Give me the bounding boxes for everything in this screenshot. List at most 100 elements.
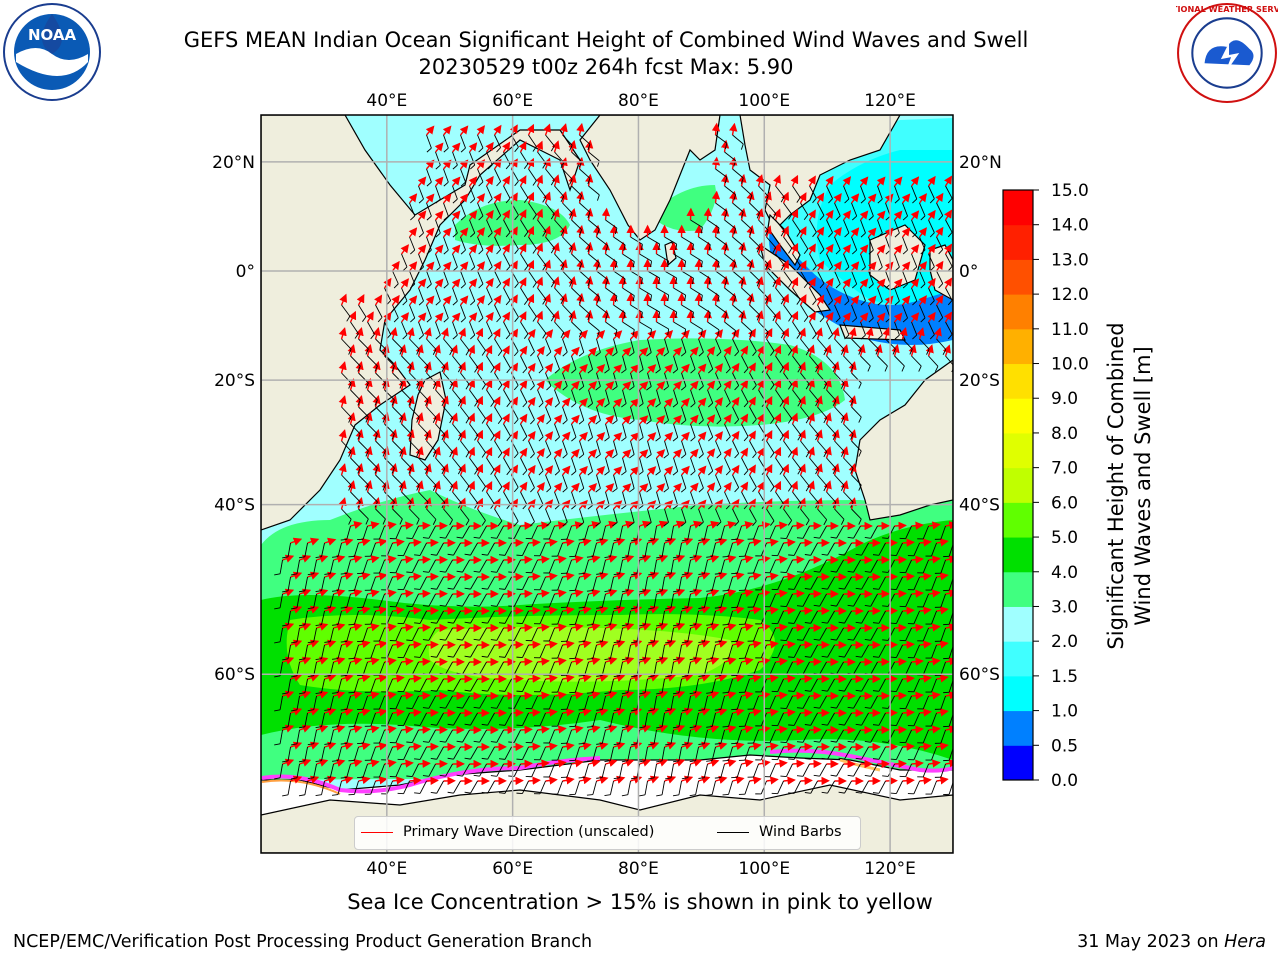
wave-arrow xyxy=(392,538,405,547)
wind-barb-flag xyxy=(414,656,421,658)
wave-arrow xyxy=(697,431,707,442)
colorbar-level-label: 10.0 xyxy=(1051,355,1089,375)
wave-arrow xyxy=(698,605,711,614)
wave-arrow xyxy=(731,464,740,476)
wave-arrow xyxy=(401,691,414,700)
wave-arrow xyxy=(954,609,965,611)
wave-arrow xyxy=(707,690,720,699)
wave-arrow xyxy=(781,361,790,374)
wave-arrow xyxy=(535,174,543,187)
wave-arrow xyxy=(781,225,789,238)
wave-arrow xyxy=(749,742,762,751)
wave-arrow xyxy=(664,330,674,340)
wave-arrow xyxy=(409,640,422,649)
wave-arrow xyxy=(451,176,461,187)
wave-arrow xyxy=(724,656,737,666)
wave-arrow xyxy=(622,449,632,459)
wave-arrow xyxy=(501,345,510,357)
lon-tick-bottom: 100°E xyxy=(738,859,790,879)
wave-arrow xyxy=(831,395,840,408)
wave-arrow xyxy=(833,226,842,238)
wave-arrow xyxy=(783,538,796,547)
wind-barb-flag xyxy=(578,572,585,575)
wave-arrow xyxy=(773,480,782,493)
wave-arrow xyxy=(358,742,371,751)
wave-arrow xyxy=(609,224,619,238)
wave-arrow xyxy=(792,759,805,768)
wave-arrow xyxy=(588,656,601,666)
wave-arrow xyxy=(364,446,373,459)
wave-arrow xyxy=(859,176,869,187)
wave-arrow xyxy=(766,538,779,547)
wave-arrow xyxy=(806,480,815,493)
colorbar-level-label: 12.0 xyxy=(1051,285,1089,305)
wind-barb-flag xyxy=(578,708,585,711)
wave-arrow xyxy=(451,244,461,255)
wave-arrow xyxy=(706,346,716,357)
wave-arrow xyxy=(724,588,737,598)
wave-arrow xyxy=(848,463,857,476)
wave-arrow xyxy=(467,412,475,425)
wave-arrow xyxy=(792,657,805,666)
wave-arrow xyxy=(697,363,707,374)
wave-arrow xyxy=(781,191,789,204)
wave-arrow xyxy=(545,674,558,683)
wind-barb-flag xyxy=(890,554,897,557)
wave-arrow xyxy=(426,572,439,582)
wave-arrow xyxy=(576,122,585,136)
wave-arrow xyxy=(867,295,877,306)
wave-arrow xyxy=(554,691,567,700)
wave-arrow xyxy=(901,227,911,238)
wave-arrow xyxy=(724,622,737,632)
colorbar-segment xyxy=(1003,259,1033,295)
wave-arrow xyxy=(358,674,371,683)
wave-arrow xyxy=(588,380,598,391)
wave-arrow xyxy=(715,605,728,614)
wave-arrow xyxy=(467,446,475,459)
wave-zone-bay-bengal xyxy=(650,185,716,231)
wave-arrow xyxy=(485,209,494,221)
wave-arrow xyxy=(859,210,869,221)
wave-arrow xyxy=(536,380,545,391)
wave-arrow xyxy=(423,327,432,340)
wave-arrow xyxy=(562,606,575,615)
wave-arrow xyxy=(698,741,711,750)
wave-arrow xyxy=(639,588,652,597)
wave-arrow xyxy=(951,192,953,203)
noaa-logo-text: NOAA xyxy=(28,26,77,44)
wave-arrow xyxy=(401,759,414,768)
wave-arrow xyxy=(605,347,615,357)
wave-arrow xyxy=(338,361,347,374)
wave-arrow xyxy=(656,449,666,459)
wave-arrow xyxy=(605,724,618,733)
wave-arrow xyxy=(911,725,924,734)
wave-arrow xyxy=(398,378,407,391)
wave-arrow xyxy=(622,520,635,529)
wave-arrow xyxy=(825,175,834,187)
wave-arrow xyxy=(647,364,657,374)
wave-arrow xyxy=(596,639,609,649)
wave-arrow xyxy=(605,381,615,391)
wave-arrow xyxy=(902,742,915,751)
wave-arrow xyxy=(434,244,444,255)
wave-arrow xyxy=(673,520,686,529)
wave-arrow xyxy=(358,776,371,785)
wave-arrow xyxy=(911,521,924,530)
wave-arrow xyxy=(536,482,545,493)
colorbar-level-label: 1.0 xyxy=(1051,702,1078,722)
legend-label-wind-barbs: Wind Barbs xyxy=(759,824,842,840)
wave-arrow xyxy=(375,708,388,717)
wave-arrow xyxy=(543,293,551,306)
wave-arrow xyxy=(537,521,550,530)
wave-arrow xyxy=(936,538,949,547)
wave-arrow xyxy=(338,395,347,408)
wave-arrow xyxy=(475,327,484,340)
wave-arrow xyxy=(476,227,486,238)
wave-arrow xyxy=(850,193,860,204)
wave-arrow xyxy=(367,623,380,632)
wave-arrow xyxy=(492,396,501,408)
wave-arrow xyxy=(426,776,439,786)
wave-arrow xyxy=(392,742,405,751)
wave-arrow xyxy=(307,639,320,648)
wave-arrow xyxy=(766,606,779,615)
